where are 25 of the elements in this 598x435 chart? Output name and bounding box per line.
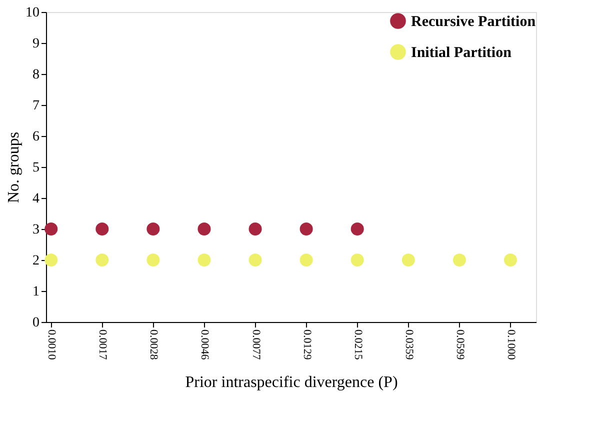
y-tick-label: 7 [32,98,40,114]
y-axis-title: No. groups [6,132,22,204]
x-tick-label: 0.0010 [46,330,58,360]
y-tick-label: 8 [32,68,40,82]
legend-label: Recursive Partition [411,14,536,30]
y-tick-label: 4 [32,192,40,206]
x-tick-label: 0.0359 [402,330,415,360]
y-tick-label: 3 [32,222,40,238]
x-tick-label: 0.0077 [250,330,262,360]
y-tick-label: 10 [26,6,40,20]
y-tick-label: 1 [32,284,40,300]
x-tick-label: 0.0215 [352,330,364,360]
x-tick-label: 0.1000 [504,330,517,360]
x-tick-label: 0.0046 [198,330,211,360]
legend-label: Initial Partition [411,45,512,61]
y-tick-label: 6 [32,130,40,144]
y-tick-label: 5 [32,160,40,176]
x-tick-label: 0.0599 [454,330,466,360]
x-tick-label: 0.0017 [96,330,109,360]
y-tick-label: 9 [32,36,40,52]
x-tick-label: 0.0129 [300,330,313,360]
y-tick-label: 2 [32,254,40,268]
x-tick-label: 0.0028 [148,330,160,360]
x-axis-title: Prior intraspecific divergence (P) [185,374,398,391]
y-tick-label: 0 [32,316,40,330]
